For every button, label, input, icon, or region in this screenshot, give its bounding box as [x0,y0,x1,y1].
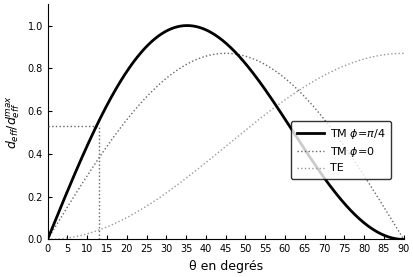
Legend: TM $\phi$=$\pi$/4, TM $\phi$=0, TE: TM $\phi$=$\pi$/4, TM $\phi$=0, TE [290,121,390,179]
TE [325,72,330,75]
TM $\phi$=$\pi$/4 [209,31,214,34]
TM $\phi$=$\pi$/4 [218,37,223,41]
TM $\phi$=0 [45,238,50,241]
TE [45,238,50,241]
TE [63,237,68,240]
TM $\phi$=0 [218,52,223,55]
TM $\phi$=0 [390,221,395,224]
TM $\phi$=$\pi$/4 [325,182,330,185]
TM $\phi$=0 [400,238,405,241]
TM $\phi$=0 [390,221,395,224]
TE [390,52,395,55]
TM $\phi$=$\pi$/4 [390,237,395,240]
X-axis label: θ en degrés: θ en degrés [188,260,262,273]
Y-axis label: $d_{eff}/d_{eff}^{max}$: $d_{eff}/d_{eff}^{max}$ [4,95,22,149]
TM $\phi$=$\pi$/4 [63,194,68,197]
TE [218,149,223,152]
Line: TM $\phi$=0: TM $\phi$=0 [47,53,403,239]
TE [400,52,405,55]
TM $\phi$=0 [325,123,330,126]
TM $\phi$=0 [223,52,228,55]
Line: TE: TE [47,53,403,239]
TM $\phi$=$\pi$/4 [45,238,50,241]
TM $\phi$=0 [208,53,213,57]
TE [390,52,395,55]
Line: TM $\phi$=$\pi$/4: TM $\phi$=$\pi$/4 [47,25,403,239]
TM $\phi$=$\pi$/4 [400,238,405,241]
TM $\phi$=$\pi$/4 [184,24,189,27]
TE [208,157,213,160]
TM $\phi$=$\pi$/4 [390,237,395,240]
TM $\phi$=0 [63,208,68,211]
